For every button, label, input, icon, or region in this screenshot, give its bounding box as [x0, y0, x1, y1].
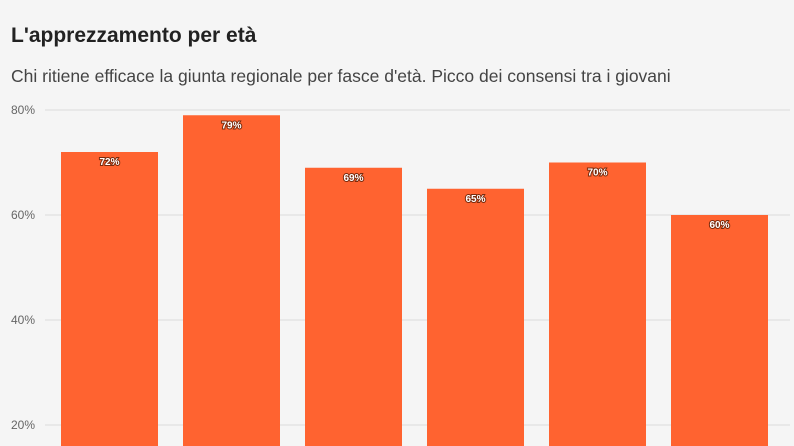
bar	[305, 167, 402, 446]
bar-value-label: 79%	[221, 120, 241, 131]
y-tick-label: 80%	[11, 103, 35, 117]
y-tick-label: 20%	[11, 418, 35, 432]
bar-value-label: 72%	[99, 157, 119, 168]
bar-value-label: 60%	[709, 220, 729, 231]
gridlines: 20% 40% 60% 80%	[11, 103, 790, 432]
bar	[183, 115, 280, 446]
bar	[427, 188, 524, 446]
bar-value-label: 69%	[343, 173, 363, 184]
y-tick-label: 60%	[11, 208, 35, 222]
chart-title: L'apprezzamento per età	[11, 24, 257, 47]
bar-value-label: 65%	[465, 194, 485, 205]
bar	[671, 215, 768, 446]
y-tick-label: 40%	[11, 313, 35, 327]
bar	[61, 152, 158, 446]
chart-subtitle: Chi ritiene efficace la giunta regionale…	[11, 66, 671, 86]
bar	[549, 162, 646, 446]
bar-value-label: 70%	[587, 168, 607, 179]
bar-labels: 72% 79% 69% 65% 70% 60%	[98, 119, 730, 232]
bars	[61, 115, 768, 446]
